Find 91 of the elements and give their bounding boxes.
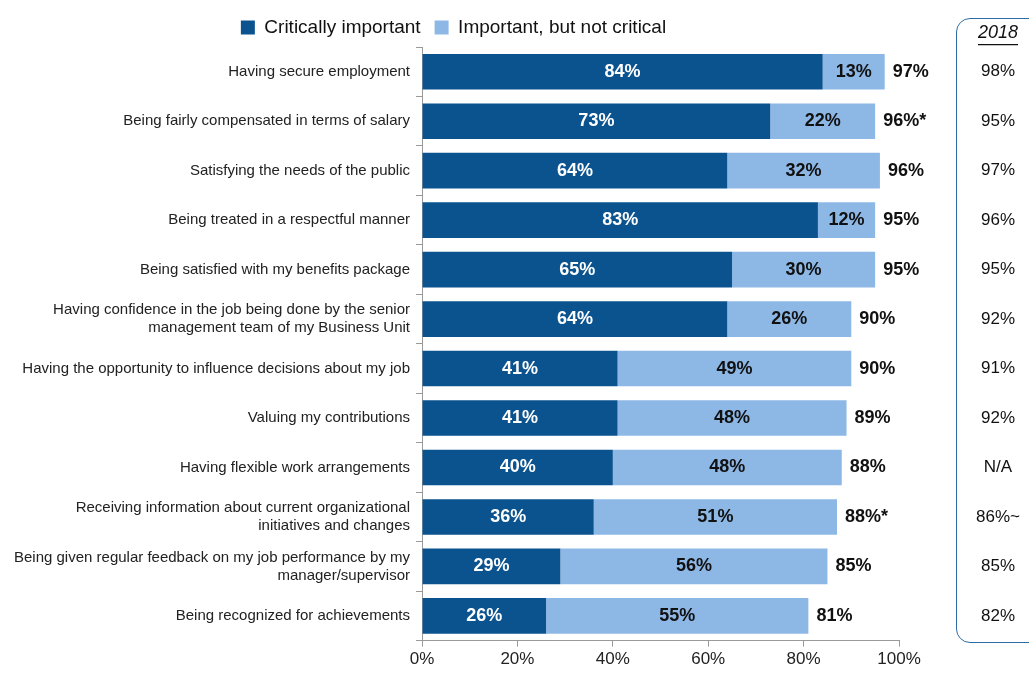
y-tick-label: Having confidence in the job being done by the senior management team of my Business Unit bbox=[53, 300, 411, 336]
data-label: 26% bbox=[771, 308, 808, 329]
total-label: 88% bbox=[849, 456, 886, 477]
text: 98% bbox=[980, 61, 1016, 81]
text: 92% bbox=[980, 407, 1016, 427]
bar bbox=[727, 152, 880, 189]
total-label: 97% bbox=[892, 60, 929, 81]
data-label: 13% bbox=[835, 60, 872, 81]
data-label: 30% bbox=[785, 258, 822, 279]
data-label: 51% bbox=[697, 505, 734, 526]
bar bbox=[732, 251, 876, 288]
data-label: 26% bbox=[466, 604, 503, 625]
bar bbox=[422, 301, 728, 337]
bar bbox=[422, 400, 618, 436]
total-label: 95% bbox=[883, 258, 920, 279]
bar bbox=[727, 301, 852, 337]
bar bbox=[422, 548, 561, 585]
bar bbox=[422, 350, 618, 387]
total-label: 90% bbox=[859, 357, 896, 378]
text: 95% bbox=[980, 259, 1016, 279]
bar bbox=[422, 499, 594, 535]
data-label: 65% bbox=[559, 258, 596, 279]
y-tick-label: Valuing my contributions bbox=[247, 408, 411, 426]
x-tick-label: 60% bbox=[691, 649, 726, 669]
text: 86%~ bbox=[976, 506, 1021, 526]
bar bbox=[612, 449, 842, 486]
data-label: 29% bbox=[473, 555, 510, 576]
total-label: 81% bbox=[816, 604, 853, 625]
x-tick-label: 100% bbox=[877, 649, 921, 669]
total-label: 95% bbox=[883, 209, 920, 230]
text: 82% bbox=[980, 605, 1016, 625]
total-label: 90% bbox=[859, 308, 896, 329]
data-label: 12% bbox=[828, 209, 865, 230]
total-label: 96% bbox=[887, 159, 924, 180]
y-tick-label: Receiving information about current organizational initiatives and changes bbox=[75, 498, 411, 534]
x-tick-label: 80% bbox=[786, 649, 821, 669]
y-tick-label: Being treated in a respectful manner bbox=[168, 210, 411, 228]
data-label: 48% bbox=[714, 406, 751, 427]
data-label: 36% bbox=[490, 505, 527, 526]
text: 95% bbox=[980, 110, 1016, 130]
legend-label: Important, but not critical bbox=[458, 15, 667, 37]
text: 96% bbox=[980, 209, 1016, 229]
bar bbox=[422, 53, 823, 90]
data-label: 40% bbox=[499, 456, 536, 477]
bar bbox=[422, 251, 733, 288]
y-tick-label: Satisfying the needs of the public bbox=[189, 160, 411, 178]
data-label: 22% bbox=[804, 110, 841, 131]
bar bbox=[422, 598, 547, 634]
data-label: 56% bbox=[675, 555, 712, 576]
x-tick-label: 40% bbox=[595, 649, 630, 669]
total-label: 85% bbox=[835, 555, 872, 576]
total-label: 89% bbox=[854, 406, 891, 427]
data-label: 64% bbox=[556, 308, 593, 329]
y-tick-label: Being given regular feedback on my job performance by my manager/supervisor bbox=[14, 547, 411, 583]
text: 97% bbox=[980, 160, 1016, 180]
data-label: 48% bbox=[709, 456, 746, 477]
y-tick-label: Being recognized for achievements bbox=[175, 606, 411, 624]
bar bbox=[422, 449, 613, 486]
bar bbox=[560, 548, 828, 585]
bar bbox=[546, 598, 809, 634]
data-label: 32% bbox=[785, 159, 822, 180]
bar bbox=[617, 350, 852, 387]
text: 85% bbox=[980, 556, 1016, 576]
y-tick-label: Being satisfied with my benefits package bbox=[139, 259, 411, 277]
bar bbox=[422, 152, 728, 189]
y-tick-label: Having secure employment bbox=[228, 61, 411, 79]
total-label: 88%* bbox=[845, 505, 889, 526]
y-tick-label: Being fairly compensated in terms of salary bbox=[123, 111, 411, 129]
data-label: 41% bbox=[502, 406, 539, 427]
data-label: 64% bbox=[556, 159, 593, 180]
legend-label: Critically important bbox=[264, 15, 422, 37]
bar bbox=[593, 499, 837, 535]
text: 91% bbox=[980, 358, 1016, 378]
text: 92% bbox=[980, 308, 1016, 328]
bar bbox=[422, 202, 818, 238]
data-label: 73% bbox=[578, 110, 615, 131]
x-tick-label: 0% bbox=[409, 649, 435, 669]
data-label: 41% bbox=[502, 357, 539, 378]
text: 2018 bbox=[976, 22, 1019, 42]
data-label: 83% bbox=[602, 209, 639, 230]
y-tick-label: Having flexible work arrangements bbox=[179, 457, 411, 475]
data-label: 55% bbox=[659, 604, 696, 625]
data-label: 84% bbox=[604, 60, 641, 81]
bar bbox=[770, 103, 876, 140]
data-label: 49% bbox=[716, 357, 753, 378]
bar bbox=[617, 400, 847, 436]
y-tick-label: Having the opportunity to influence decisions about my job bbox=[22, 358, 411, 376]
x-tick-label: 20% bbox=[500, 649, 535, 669]
bar bbox=[422, 103, 771, 140]
total-label: 96%* bbox=[883, 110, 927, 131]
text: N/A bbox=[983, 457, 1013, 477]
